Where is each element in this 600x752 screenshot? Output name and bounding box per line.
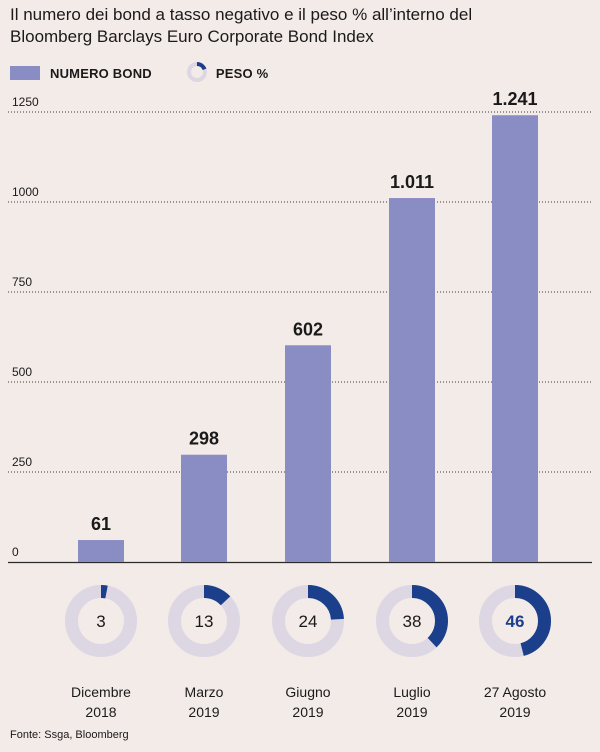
y-tick-label-500: 500 <box>12 365 32 379</box>
legend-bars-label: NUMERO BOND <box>50 65 152 81</box>
bar-0 <box>78 540 124 562</box>
category-label-2-0: Giugno <box>285 684 330 700</box>
y-tick-label-1250: 1250 <box>12 95 39 109</box>
bar-value-label-1: 298 <box>189 429 219 449</box>
category-label-2-1: 2019 <box>292 704 323 720</box>
bar-value-label-3: 1.011 <box>390 172 434 192</box>
bar-4 <box>492 115 538 563</box>
y-tick-label-0: 0 <box>12 545 19 559</box>
legend: NUMERO BOND PESO % <box>10 61 269 86</box>
chart-title-line-2: Bloomberg Barclays Euro Corporate Bond I… <box>10 27 374 46</box>
category-label-1-0: Marzo <box>185 684 224 700</box>
donut-arc-2 <box>272 585 344 657</box>
donut-label-1: 13 <box>195 612 214 631</box>
category-label-3-1: 2019 <box>396 704 427 720</box>
bar-1 <box>181 454 227 562</box>
category-label-4-1: 2019 <box>499 704 530 720</box>
y-tick-label-250: 250 <box>12 455 32 469</box>
category-label-0-1: 2018 <box>85 704 116 720</box>
bar-value-label-0: 61 <box>91 514 111 534</box>
bar-value-label-2: 602 <box>293 319 323 339</box>
y-tick-label-750: 750 <box>12 275 32 289</box>
bar-3 <box>389 198 435 563</box>
donut-arc-0 <box>65 585 137 657</box>
chart-title-line-1: Il numero dei bond a tasso negativo e il… <box>10 5 473 24</box>
source-note: Fonte: Ssga, Bloomberg <box>10 729 129 741</box>
donut-arc-4 <box>479 585 551 657</box>
category-label-1-1: 2019 <box>188 704 219 720</box>
legend-donut-label: PESO % <box>215 65 269 81</box>
legend-bar-swatch <box>10 66 40 80</box>
donut-label-4: 46 <box>506 612 525 631</box>
donut-label-3: 38 <box>403 612 422 631</box>
legend-donut-icon <box>186 61 208 86</box>
donut-label-2: 24 <box>299 612 318 631</box>
donut-arc-3 <box>376 585 448 657</box>
donut-arc-1 <box>168 585 240 657</box>
category-label-0-0: Dicembre <box>71 684 131 700</box>
y-tick-label-1000: 1000 <box>12 185 39 199</box>
donut-label-0: 3 <box>96 612 105 631</box>
bar-2 <box>285 345 331 562</box>
category-label-3-0: Luglio <box>393 684 431 700</box>
bar-value-label-4: 1.241 <box>492 89 537 109</box>
chart-title: Il numero dei bond a tasso negativo e il… <box>10 4 595 48</box>
category-label-4-0: 27 Agosto <box>484 684 546 700</box>
